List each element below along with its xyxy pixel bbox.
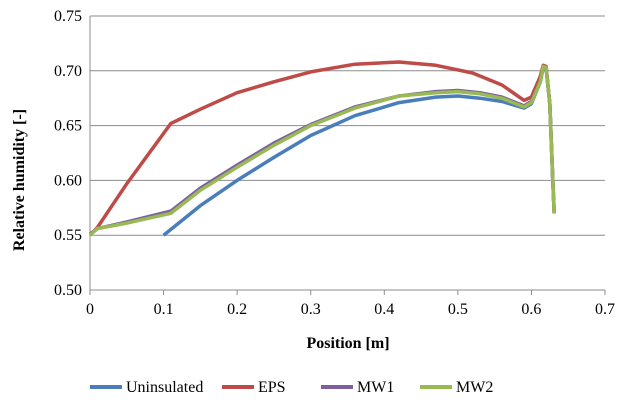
y-tick-label: 0.60 bbox=[54, 172, 82, 189]
y-tick-label: 0.70 bbox=[54, 63, 82, 80]
legend-label-mw2: MW2 bbox=[456, 379, 493, 396]
y-tick-label: 0.65 bbox=[54, 118, 82, 135]
legend-label-uninsulated: Uninsulated bbox=[126, 379, 203, 396]
x-tick-label: 0.4 bbox=[374, 301, 394, 318]
x-tick-label: 0.3 bbox=[301, 301, 321, 318]
axes bbox=[89, 16, 606, 295]
y-tick-label: 0.50 bbox=[54, 282, 82, 299]
x-tick-label: 0.5 bbox=[448, 301, 468, 318]
legend: Uninsulated EPS MW1 MW2 bbox=[90, 379, 493, 396]
series-lines bbox=[88, 60, 556, 237]
gridlines bbox=[90, 15, 605, 236]
series-line-uninsulated bbox=[162, 65, 556, 237]
series-line-eps bbox=[88, 60, 556, 237]
x-axis-title: Position [m] bbox=[306, 335, 389, 352]
legend-label-mw1: MW1 bbox=[357, 379, 394, 396]
y-tick-label: 0.75 bbox=[54, 8, 82, 25]
x-tick-labels: 0 0.1 0.2 0.3 0.4 0.5 0.6 0.7 bbox=[86, 301, 615, 318]
series-line-mw1 bbox=[88, 64, 556, 236]
series-line-mw2 bbox=[88, 64, 556, 237]
x-tick-label: 0.1 bbox=[154, 301, 174, 318]
x-tick-label: 0.7 bbox=[595, 301, 615, 318]
y-tick-label: 0.55 bbox=[54, 227, 82, 244]
y-tick-labels: 0.50 0.55 0.60 0.65 0.70 0.75 bbox=[54, 8, 82, 299]
x-tick-label: 0.2 bbox=[227, 301, 247, 318]
y-axis-title: Relative humidity [-] bbox=[11, 109, 28, 251]
x-tick-label: 0.6 bbox=[521, 301, 541, 318]
x-tick-label: 0 bbox=[86, 301, 94, 318]
legend-label-eps: EPS bbox=[258, 379, 286, 396]
